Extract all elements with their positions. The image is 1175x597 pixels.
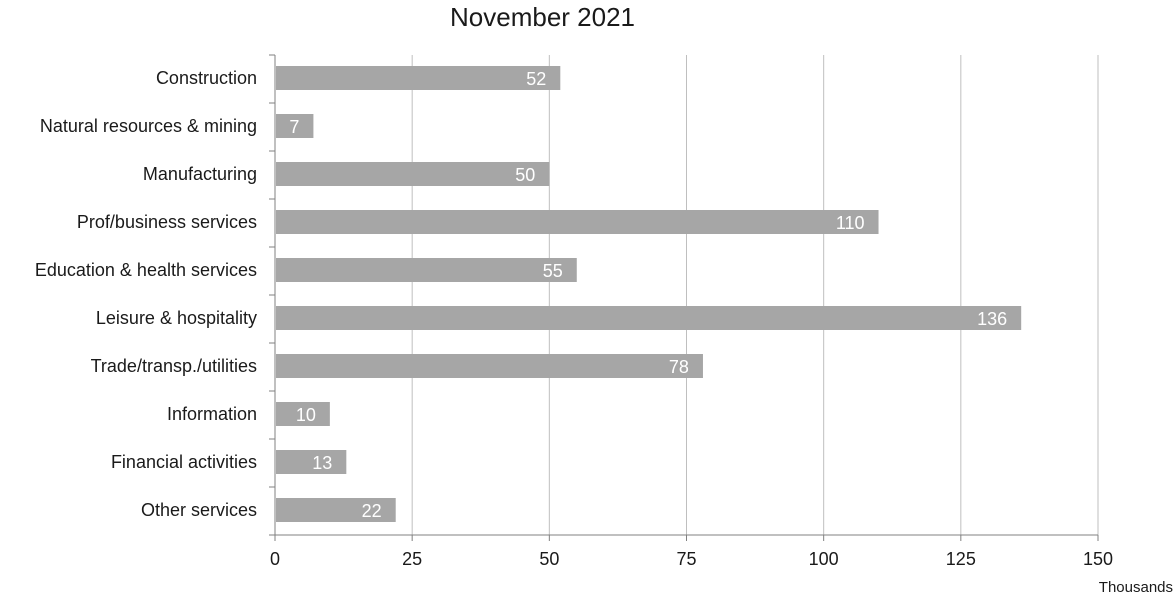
category-label: Education & health services	[35, 260, 257, 280]
bar	[276, 258, 577, 282]
bar	[276, 114, 314, 138]
data-label: 10	[296, 405, 316, 425]
bar	[276, 402, 330, 426]
x-tick-label: 125	[946, 549, 976, 569]
unit-label: Thousands	[1098, 579, 1173, 596]
x-tick-label: 100	[809, 549, 839, 569]
data-label: 110	[836, 213, 865, 233]
data-label: 78	[669, 357, 689, 377]
category-label: Natural resources & mining	[40, 116, 257, 136]
bar	[276, 450, 347, 474]
data-label: 50	[515, 165, 535, 185]
data-label: 22	[362, 501, 382, 521]
data-label: 7	[289, 117, 299, 137]
bar	[276, 354, 703, 378]
category-label: Leisure & hospitality	[96, 308, 257, 328]
category-label: Information	[167, 404, 257, 424]
bar	[276, 498, 396, 522]
x-tick-label: 75	[676, 549, 696, 569]
bar	[276, 66, 561, 90]
data-label: 136	[977, 309, 1007, 329]
x-tick-label: 25	[402, 549, 422, 569]
x-tick-label: 0	[270, 549, 280, 569]
bar	[276, 306, 1022, 330]
x-tick-label: 150	[1083, 549, 1113, 569]
category-label: Construction	[156, 68, 257, 88]
bar	[276, 210, 879, 234]
category-label: Prof/business services	[77, 212, 257, 232]
category-label: Financial activities	[111, 452, 257, 472]
data-label: 52	[526, 69, 546, 89]
category-label: Trade/transp./utilities	[91, 356, 257, 376]
bar	[276, 162, 550, 186]
category-label: Manufacturing	[143, 164, 257, 184]
x-tick-label: 50	[539, 549, 559, 569]
data-label: 13	[312, 453, 332, 473]
data-label: 55	[543, 261, 563, 281]
chart-title: November 2021	[450, 2, 635, 32]
category-label: Other services	[141, 500, 257, 520]
